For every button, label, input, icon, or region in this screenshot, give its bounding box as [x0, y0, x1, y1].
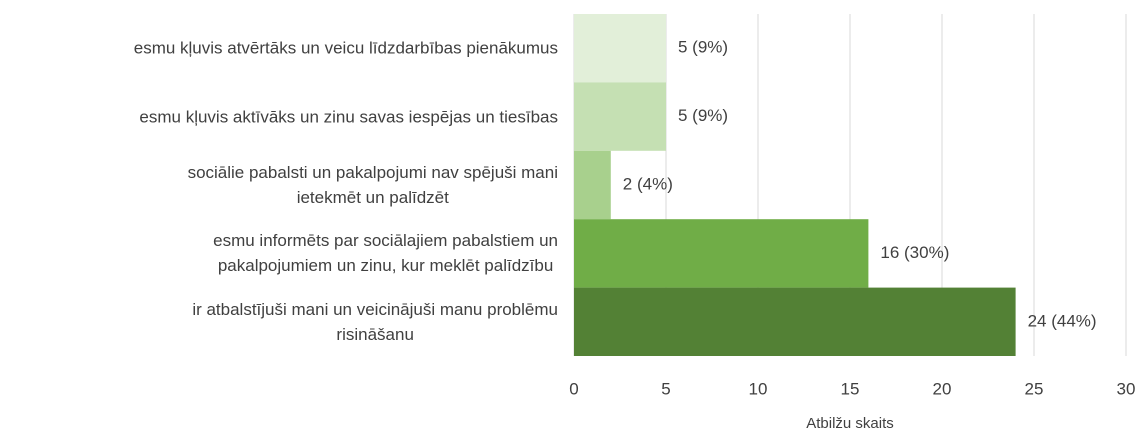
value-label: 5 (9%): [678, 38, 728, 57]
y-tick-label: esmu kļuvis atvērtāks un veicu līdzdarbī…: [133, 38, 558, 58]
x-tick-label: 5: [661, 379, 670, 398]
x-tick-label: 20: [933, 379, 952, 398]
y-tick-label: ir atbalstījuši mani un veicinājuši manu…: [192, 299, 558, 344]
x-axis-label: Atbilžu skaits: [806, 415, 894, 432]
bar: [574, 82, 666, 151]
y-tick-label: esmu informēts par sociālajiem pabalstie…: [213, 231, 558, 276]
x-tick-label: 10: [749, 379, 768, 398]
bar: [574, 150, 611, 220]
x-tick-label: 15: [841, 379, 860, 398]
value-label: 16 (30%): [880, 243, 949, 262]
x-tick-label: 25: [1025, 379, 1044, 398]
value-label: 2 (4%): [623, 174, 673, 193]
bar: [574, 219, 869, 288]
bar: [574, 287, 1016, 356]
x-tick-label: 0: [569, 379, 578, 398]
value-label: 5 (9%): [678, 106, 728, 125]
bar: [574, 14, 666, 83]
y-tick-label: esmu kļuvis aktīvāks un zinu savas iespē…: [139, 107, 558, 127]
value-label: 24 (44%): [1028, 311, 1097, 330]
y-tick-label: sociālie pabalsti un pakalpojumi nav spē…: [187, 163, 558, 207]
x-tick-label: 30: [1117, 379, 1136, 398]
